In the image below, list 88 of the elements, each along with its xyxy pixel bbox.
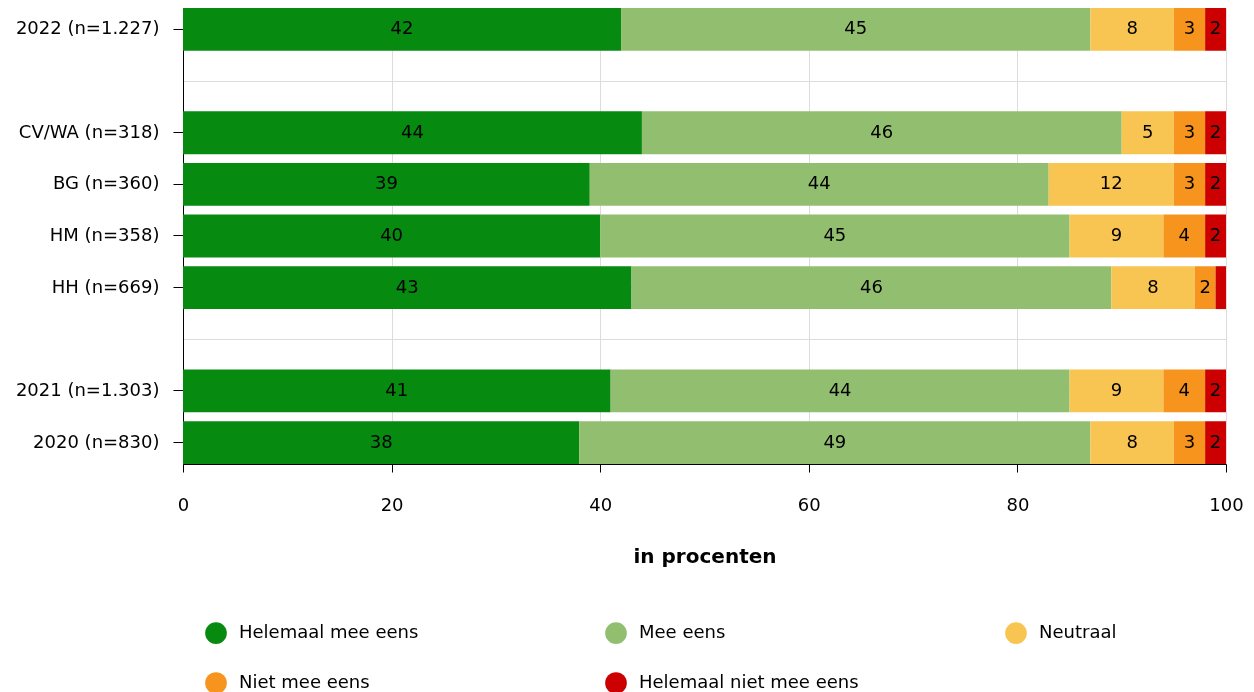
data-label: 5 — [1142, 120, 1154, 142]
data-label: 45 — [823, 224, 847, 245]
data-label: 2 — [1209, 430, 1222, 452]
bar — [1173, 421, 1206, 464]
data-label: 9 — [1110, 224, 1123, 245]
x-axis-title: in procenten — [633, 543, 777, 568]
data-label: 8 — [1147, 275, 1159, 297]
bar — [183, 162, 590, 206]
data-label: 42 — [390, 17, 414, 39]
data-label: 44 — [401, 120, 424, 142]
bar — [600, 214, 1070, 258]
data-label: 2 — [1209, 172, 1222, 194]
bar — [1069, 214, 1164, 258]
bar — [1163, 214, 1206, 258]
bar — [631, 266, 1112, 310]
bar — [1090, 8, 1174, 51]
x-tick-label: 80 — [1006, 493, 1030, 515]
data-label: 9 — [1110, 378, 1123, 400]
data-label: 8 — [1126, 430, 1138, 452]
x-tick-label: 40 — [589, 493, 613, 515]
data-label: 2 — [1199, 275, 1211, 297]
data-label: 46 — [859, 275, 883, 297]
data-label: 4 — [1178, 224, 1191, 245]
bar — [1205, 369, 1226, 413]
legend-label: Helemaal mee eens — [239, 621, 419, 643]
y-tick-label: 2022 (n=1.227) — [15, 17, 160, 39]
data-label: 2 — [1209, 17, 1222, 39]
x-tick-label: 0 — [177, 493, 190, 515]
bar — [1215, 266, 1226, 310]
bar — [589, 162, 1049, 206]
bar — [610, 369, 1070, 413]
bar — [183, 266, 632, 310]
x-tick-label: 60 — [797, 493, 821, 515]
bar — [1205, 214, 1226, 258]
data-label: 2 — [1209, 224, 1222, 245]
y-tick-label: HH (n=669) — [51, 275, 160, 297]
data-label: 4 — [1178, 378, 1191, 400]
data-label: 12 — [1099, 172, 1123, 194]
data-label: 8 — [1126, 17, 1138, 39]
bar — [1205, 8, 1226, 51]
bar — [1194, 266, 1216, 310]
data-label: 2 — [1209, 378, 1222, 400]
bar — [1163, 369, 1206, 413]
x-tick-label: 100 — [1209, 493, 1244, 515]
data-label: 38 — [369, 430, 393, 452]
bar — [183, 8, 622, 51]
data-label: 2 — [1209, 120, 1222, 142]
bar — [1121, 111, 1174, 155]
bar — [641, 111, 1122, 155]
bar — [1205, 421, 1226, 464]
bar — [183, 369, 611, 413]
data-label: 3 — [1183, 120, 1196, 142]
bar — [1205, 162, 1226, 206]
data-label: 45 — [844, 17, 868, 39]
data-label: 3 — [1183, 430, 1196, 452]
data-label: 44 — [828, 378, 852, 400]
legend-label: Neutraal — [1039, 621, 1117, 643]
bar — [621, 8, 1091, 51]
y-tick-label: BG (n=360) — [52, 172, 160, 194]
data-label: 44 — [807, 172, 831, 194]
bar — [1173, 162, 1206, 206]
bar — [1205, 111, 1226, 155]
y-tick-label: 2021 (n=1.303) — [15, 378, 160, 400]
legend-label: Helemaal niet mee eens — [639, 671, 859, 692]
bar — [183, 111, 642, 155]
bar — [1048, 162, 1174, 206]
bar — [1173, 8, 1206, 51]
data-label: 40 — [380, 224, 404, 245]
x-tick-label: 20 — [380, 493, 404, 515]
bar — [1069, 369, 1164, 413]
bar — [1173, 111, 1206, 155]
bar — [579, 421, 1091, 464]
data-label: 49 — [823, 430, 847, 452]
data-label: 46 — [870, 120, 894, 142]
data-label: 3 — [1183, 17, 1196, 39]
y-tick-label: CV/WA (n=318) — [18, 120, 160, 142]
data-label: 43 — [395, 275, 419, 297]
bar — [183, 214, 601, 258]
y-tick-label: HM (n=358) — [49, 224, 160, 245]
bar — [183, 421, 580, 464]
data-label: 3 — [1183, 172, 1196, 194]
legend-label: Niet mee eens — [239, 671, 370, 692]
data-label: 39 — [374, 172, 398, 194]
bar — [1090, 421, 1174, 464]
data-label: 41 — [385, 378, 409, 400]
legend-label: Mee eens — [639, 621, 726, 643]
y-tick-label: 2020 (n=830) — [33, 430, 160, 452]
bar — [1111, 266, 1195, 310]
